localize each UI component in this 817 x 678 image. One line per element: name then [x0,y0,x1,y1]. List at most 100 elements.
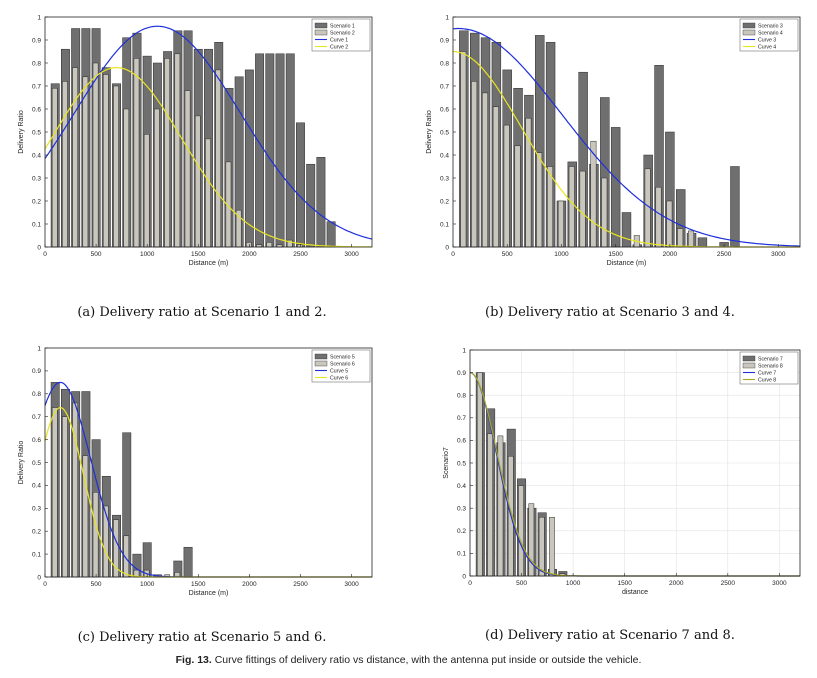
y-tick-label: 0.9 [32,368,41,375]
x-tick-label: 3000 [344,581,359,588]
chart-svg: 0 500 1000 1500 2000 2500 3000 0 0.1 0.2 0.3 0.4 0.5… [18,345,373,597]
panel-c: 0 500 1000 1500 2000 2500 3000 0 0.1 0.2 0.3 0.4 0.5… [0,340,400,630]
x-axis-label: Distance (m) [189,260,229,267]
bar-scenario-4 [557,200,564,248]
y-tick-label: 0 [37,574,41,581]
y-tick-label: 0.5 [32,129,41,136]
x-tick-label: 2000 [669,580,684,587]
bar-scenario-2 [246,242,252,248]
bar-scenario-2 [82,76,89,248]
bar-scenario-5 [183,546,193,578]
x-tick-label: 1000 [554,251,569,258]
bar-scenario-1 [326,221,336,248]
y-tick-label: 0.9 [457,370,466,377]
legend-label: Curve 7 [758,371,776,377]
legend-label: Scenario 1 [330,24,355,30]
bar-scenario-2 [72,67,78,248]
bar-scenario-4 [525,117,532,248]
bar-scenario-4 [503,124,510,248]
y-tick-label: 1 [37,14,41,21]
y-tick-label: 0.1 [32,221,41,228]
y-tick-label: 0.8 [32,60,41,67]
figure-caption-text: Curve fittings of delivery ratio vs dist… [214,654,642,666]
legend-label: Scenario 5 [330,355,355,361]
bar-scenario-6 [51,407,58,578]
y-tick-label: 0.3 [440,175,449,182]
subcaption-c: (c) Delivery ratio at Scenario 5 and 6. [77,630,327,645]
bar-scenario-6 [102,505,109,578]
x-tick-label: 2500 [293,251,308,258]
y-tick-label: 0.9 [440,37,449,44]
y-tick-label: 0.3 [32,506,41,513]
y-tick-label: 0.7 [32,83,41,90]
x-tick-label: 500 [91,581,102,588]
x-tick-label: 1000 [140,251,155,258]
x-tick-label: 500 [516,580,527,587]
y-axis-label: Delivery Ratio [18,441,25,485]
panel-b: 0 500 1000 1500 2000 2500 3000 0 0.1 0.2 0.3 0.4 0.5… [408,0,813,290]
bar-scenario-3 [697,237,708,248]
x-tick-label: 3000 [771,251,786,258]
bar-scenario-1 [275,53,285,248]
x-tick-label: 1500 [191,581,206,588]
x-tick-label: 1000 [140,581,155,588]
bar-scenario-2 [205,138,211,248]
x-axis-label: distance [622,589,648,596]
legend-swatch [742,22,756,29]
bar-scenario-1 [316,157,326,248]
bar-scenario-1 [265,53,275,248]
bar-scenario-2 [154,108,160,248]
bar-scenario-2 [174,53,181,248]
subcaption-d: (d) Delivery ratio at Scenario 7 and 8. [485,628,735,643]
legend-label: Curve 6 [330,376,348,382]
y-tick-label: 0.7 [32,414,41,421]
legend-swatch [314,22,328,29]
legend-swatch [314,360,328,367]
y-tick-label: 1 [445,14,449,21]
bar-scenario-4 [482,92,488,248]
bar-scenario-2 [215,69,222,248]
bar-scenario-2 [113,85,119,248]
y-tick-label: 0.3 [457,506,466,513]
legend-label: Curve 8 [758,378,776,384]
y-tick-label: 0.4 [32,152,41,159]
bar-scenario-3 [730,166,740,248]
x-tick-label: 1500 [191,251,206,258]
figure-caption: Fig. 13. Curve fittings of delivery rati… [0,654,817,666]
panel-d: 0 500 1000 1500 2000 2500 3000 0 0.1 0.2 0.3 0.4 0.5… [408,340,813,630]
bar-scenario-1 [285,53,295,248]
legend-label: Scenario 4 [758,31,783,37]
bar-scenario-6 [92,492,99,578]
subcaption-a: (a) Delivery ratio at Scenario 1 and 2. [77,305,327,320]
x-axis-label: Distance (m) [189,590,229,597]
y-tick-label: 0.3 [32,175,41,182]
legend-swatch [314,353,328,360]
legend-label: Scenario 2 [330,31,355,37]
y-tick-label: 0.1 [440,221,449,228]
y-tick-label: 0.1 [457,551,466,558]
y-axis-label: Delivery Ratio [426,110,433,154]
x-axis-label: Distance (m) [607,260,647,267]
x-tick-label: 2000 [242,581,257,588]
y-tick-label: 0.1 [32,551,41,558]
bar-scenario-2 [184,90,191,248]
bar-scenario-1 [296,122,305,248]
x-tick-label: 2500 [721,580,736,587]
chart-svg: 0 500 1000 1500 2000 2500 3000 0 0.1 0.2 0.3 0.4 0.5… [443,347,801,596]
y-tick-label: 0.5 [32,460,41,467]
y-tick-label: 0.2 [457,528,466,535]
bar-scenario-8 [538,516,545,577]
y-tick-label: 0.2 [440,198,449,205]
x-tick-label: 1500 [617,580,632,587]
x-tick-label: 500 [502,251,513,258]
bar-scenario-4 [666,200,673,248]
y-tick-label: 0.8 [440,60,449,67]
bar-scenario-2 [194,115,201,248]
legend-swatch [314,29,328,36]
y-tick-label: 0.6 [32,437,41,444]
bar-scenario-4 [568,166,575,248]
bar-scenario-1 [306,163,316,248]
y-tick-label: 0.8 [32,391,41,398]
